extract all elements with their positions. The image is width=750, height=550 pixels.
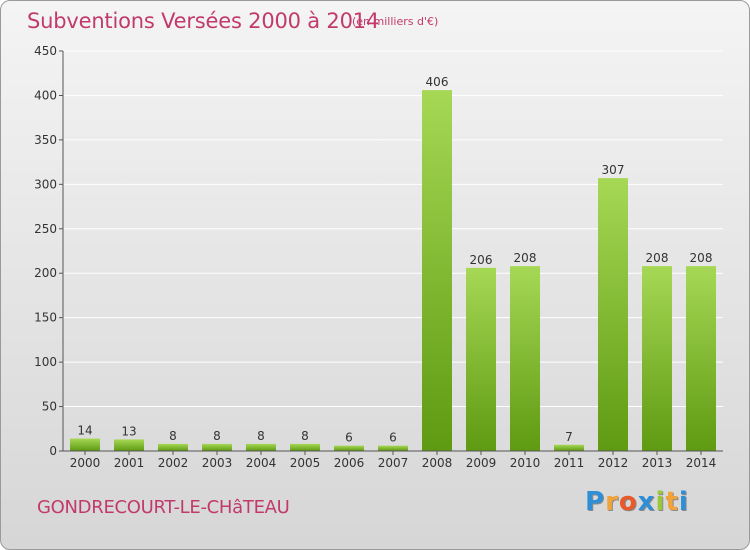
logo-letter: o — [618, 487, 638, 517]
value-label-2006: 6 — [345, 431, 353, 445]
bar-2011 — [554, 444, 584, 451]
x-tick-label-2013: 2013 — [642, 456, 673, 470]
proxiti-logo: Proxiti — [585, 487, 689, 517]
bar-2009 — [466, 267, 496, 451]
labels-layer: 14 13 8 8 8 8 6 6 406 206 208 7 307 208 208 — [77, 75, 712, 445]
bar-2008 — [422, 90, 452, 451]
logo-letter: r — [605, 487, 619, 517]
value-label-2011: 7 — [565, 430, 573, 444]
bar-2002 — [158, 443, 188, 451]
logo-letter: P — [585, 487, 606, 517]
x-tick-label-2009: 2009 — [466, 456, 497, 470]
bar-2007 — [378, 445, 408, 451]
value-label-2001: 13 — [121, 424, 136, 438]
y-tick-label: 350 — [34, 133, 57, 147]
bar-2006 — [334, 445, 364, 451]
bar-2005 — [290, 443, 320, 451]
x-tick-label-2004: 2004 — [246, 456, 277, 470]
logo-letter: i — [655, 487, 666, 517]
value-label-2009: 206 — [470, 253, 493, 267]
value-label-2010: 208 — [514, 251, 537, 265]
value-label-2012: 307 — [602, 163, 625, 177]
y-tick-label: 300 — [34, 177, 57, 191]
y-tick-label: 150 — [34, 311, 57, 325]
value-label-2013: 208 — [646, 251, 669, 265]
bar-2014 — [686, 266, 716, 451]
y-tick-label: 250 — [34, 222, 57, 236]
x-tick-label-2006: 2006 — [334, 456, 365, 470]
x-tick-label-2001: 2001 — [114, 456, 145, 470]
x-tick-label-2014: 2014 — [686, 456, 717, 470]
value-label-2002: 8 — [169, 429, 177, 443]
x-tick-label-2003: 2003 — [202, 456, 233, 470]
x-tick-label-2002: 2002 — [158, 456, 189, 470]
value-label-2014: 208 — [690, 251, 713, 265]
logo-letter: i — [678, 487, 689, 517]
bar-2013 — [642, 266, 672, 451]
x-tick-label-2012: 2012 — [598, 456, 629, 470]
value-label-2003: 8 — [213, 429, 221, 443]
y-tick-label: 400 — [34, 88, 57, 102]
y-tick-label: 100 — [34, 355, 57, 369]
bar-2010 — [510, 266, 540, 451]
commune-name: GONDRECOURT-LE-CHâTEAU — [37, 497, 290, 518]
y-tick-label: 450 — [34, 44, 57, 58]
x-tick-label-2007: 2007 — [378, 456, 409, 470]
value-label-2005: 8 — [301, 429, 309, 443]
bar-2001 — [114, 439, 144, 451]
x-tick-label-2010: 2010 — [510, 456, 541, 470]
y-tick-label: 200 — [34, 266, 57, 280]
axis-layer: 0 50 100 150 200 250 300 350 400 450 2000 2001 2002 2… — [34, 44, 723, 470]
value-label-2000: 14 — [77, 424, 92, 438]
y-tick-label: 0 — [49, 444, 57, 458]
x-tick-label-2000: 2000 — [70, 456, 101, 470]
bars-layer — [70, 90, 716, 451]
value-label-2007: 6 — [389, 431, 397, 445]
y-tick-label: 50 — [42, 400, 57, 414]
bar-2004 — [246, 443, 276, 451]
value-label-2008: 406 — [426, 75, 449, 89]
value-label-2004: 8 — [257, 429, 265, 443]
logo-letter: t — [665, 487, 679, 517]
bar-2003 — [202, 443, 232, 451]
bar-2000 — [70, 438, 100, 451]
bar-2012 — [598, 178, 628, 451]
x-tick-label-2005: 2005 — [290, 456, 321, 470]
chart-units: (en milliers d'€) — [352, 15, 439, 28]
chart-title: Subventions Versées 2000 à 2014 — [27, 9, 380, 33]
x-tick-label-2011: 2011 — [554, 456, 585, 470]
logo-letter: x — [637, 487, 656, 517]
x-tick-label-2008: 2008 — [422, 456, 453, 470]
